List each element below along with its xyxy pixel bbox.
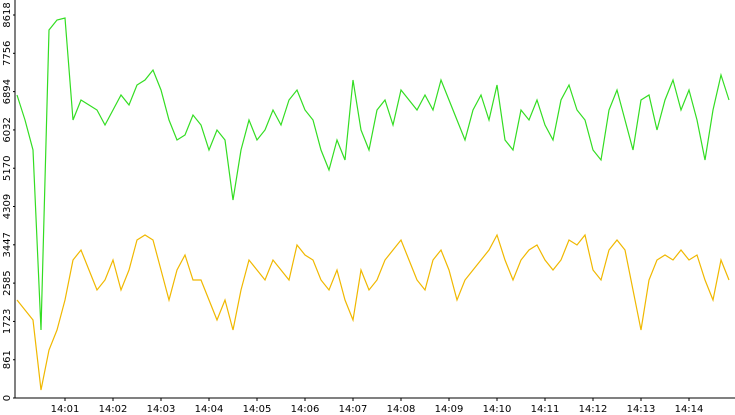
y-tick-label: 7756 <box>2 41 13 66</box>
x-tick-label: 14:04 <box>195 404 224 415</box>
x-tick-label: 14:13 <box>627 404 656 415</box>
x-tick-label: 14:10 <box>483 404 512 415</box>
y-tick-label: 4309 <box>2 194 13 219</box>
y-tick-label: 1723 <box>2 309 13 334</box>
x-tick-label: 14:09 <box>435 404 464 415</box>
y-tick-label: 6032 <box>2 117 13 142</box>
x-tick-label: 14:05 <box>243 404 272 415</box>
series-line <box>16 17 730 331</box>
series-line <box>16 233 730 391</box>
x-tick-label: 14:02 <box>99 404 128 415</box>
x-tick-label: 14:01 <box>51 404 80 415</box>
x-tick-label: 14:12 <box>579 404 608 415</box>
x-tick-label: 14:08 <box>387 404 416 415</box>
y-tick-label: 8618 <box>2 2 13 27</box>
x-tick-label: 14:03 <box>147 404 176 415</box>
y-tick-label: 5170 <box>2 156 13 181</box>
x-tick-label: 14:06 <box>291 404 320 415</box>
y-tick-label: 3447 <box>2 232 13 257</box>
y-tick-label: 861 <box>2 350 13 369</box>
x-tick-label: 14:14 <box>675 404 704 415</box>
x-tick-label: 14:07 <box>339 404 368 415</box>
y-tick-label: 2585 <box>2 270 13 295</box>
x-tick-label: 14:11 <box>531 404 560 415</box>
y-tick-label: 0 <box>2 395 13 401</box>
y-tick-label: 6894 <box>2 79 13 104</box>
